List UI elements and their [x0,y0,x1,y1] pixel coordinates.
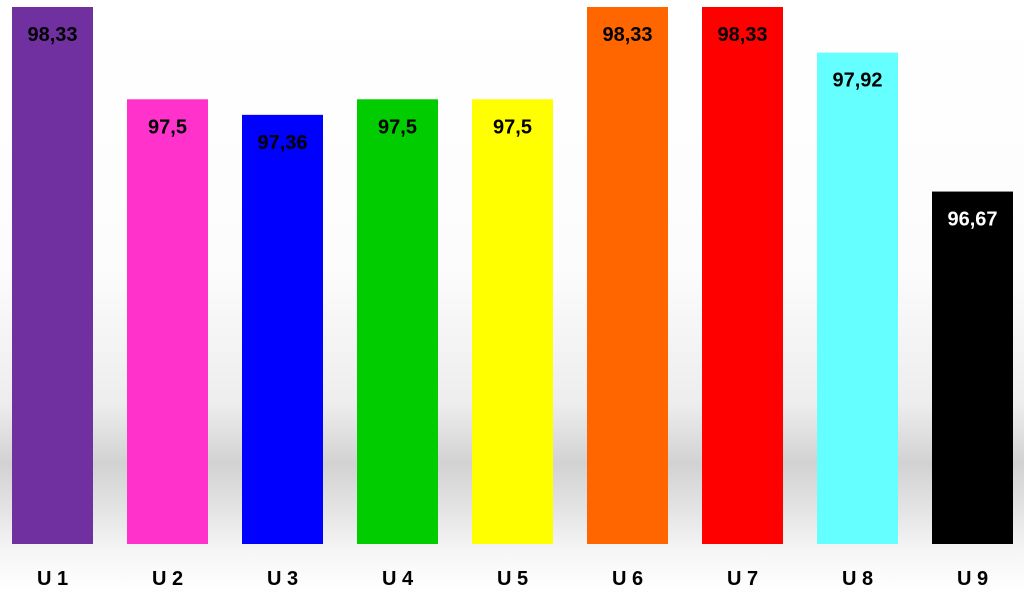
bar-2 [127,99,208,544]
x-tick-label-3: U 3 [267,568,298,590]
bar-3 [242,114,323,544]
bar-value-label-5: 97,5 [493,116,532,138]
bar-9 [932,191,1013,544]
bar-value-label-3: 97,36 [257,132,307,154]
bar-8 [817,52,898,544]
bar-value-label-7: 98,33 [717,24,767,46]
bar-6 [587,7,668,544]
x-tick-label-7: U 7 [727,568,758,590]
bar-value-label-4: 97,5 [378,116,417,138]
bar-4 [357,99,438,544]
x-tick-label-8: U 8 [842,568,873,590]
value-labels-group: 98,33 97,5 97,36 97,5 97,5 98,33 98,33 97,92 96,… [27,24,997,231]
x-axis-labels: U 1 U 2 U 3 U 4 U 5 U 6 U 7 U 8 U 9 [37,568,988,590]
bars-group [12,7,1013,544]
bar-value-label-6: 98,33 [602,24,652,46]
x-tick-label-4: U 4 [382,568,414,590]
bar-value-label-9: 96,67 [947,209,997,231]
x-tick-label-2: U 2 [152,568,183,590]
bar-value-label-8: 97,92 [832,70,882,92]
bar-1 [12,7,93,544]
bar-value-label-2: 97,5 [148,116,187,138]
bar-5 [472,99,553,544]
bar-value-label-1: 98,33 [27,24,77,46]
bar-7 [702,7,783,544]
x-tick-label-5: U 5 [497,568,528,590]
x-tick-label-9: U 9 [957,568,988,590]
x-tick-label-1: U 1 [37,568,68,590]
x-tick-label-6: U 6 [612,568,643,590]
